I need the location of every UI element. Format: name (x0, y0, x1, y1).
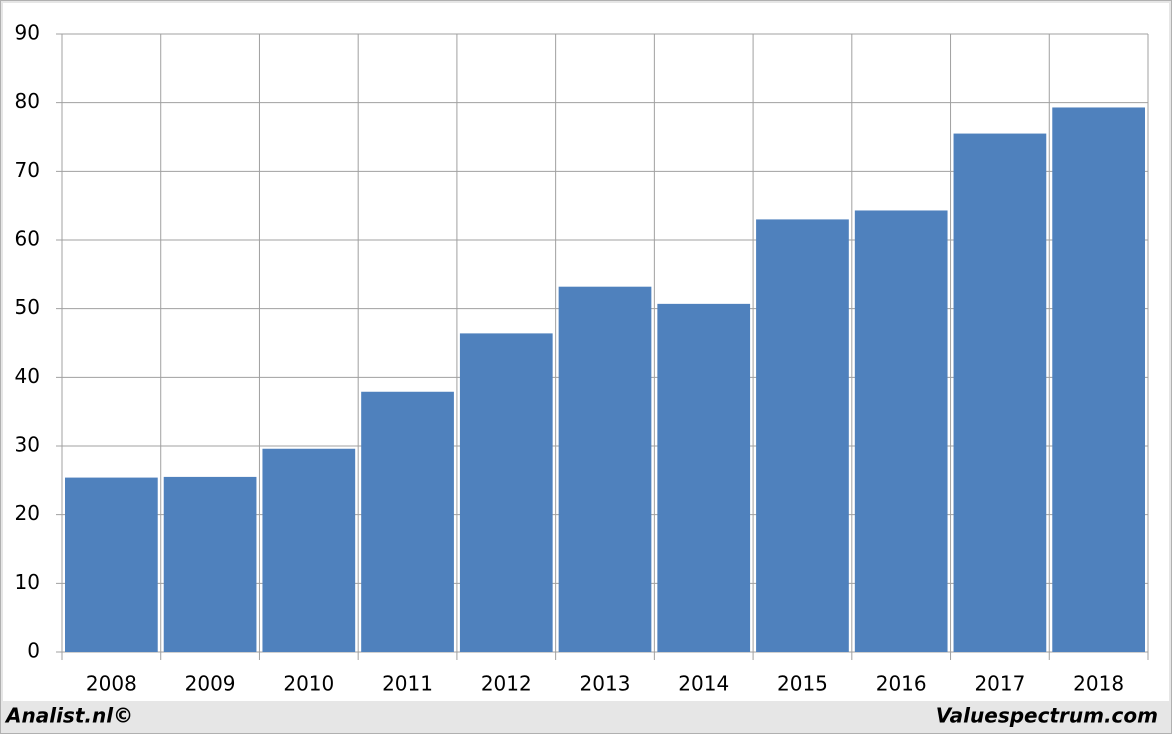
bar (262, 448, 356, 652)
y-tick-label: 0 (27, 639, 40, 663)
y-tick-label: 30 (15, 433, 40, 457)
bar (756, 219, 849, 652)
y-tick-label: 90 (15, 21, 40, 45)
y-tick-label: 80 (15, 89, 40, 113)
x-tick-label: 2012 (481, 672, 532, 696)
x-tick-label: 2010 (283, 672, 334, 696)
bar (163, 476, 257, 652)
x-tick-label: 2013 (580, 672, 631, 696)
y-tick-label: 40 (15, 364, 40, 388)
source-right: Valuespectrum.com (936, 704, 1158, 728)
source-left: Analist.nl© (4, 704, 133, 728)
x-tick-label: 2011 (382, 672, 433, 696)
y-tick-label: 70 (15, 158, 40, 182)
y-tick-label: 20 (15, 501, 40, 525)
x-tick-label: 2008 (86, 672, 137, 696)
bar (361, 391, 454, 652)
y-tick-label: 10 (15, 570, 40, 594)
x-tick-label: 2018 (1073, 672, 1124, 696)
bar (65, 477, 158, 652)
bar (953, 133, 1047, 653)
y-tick-label: 60 (15, 227, 40, 251)
y-tick-label: 50 (15, 295, 40, 319)
bar (657, 303, 751, 652)
bar (459, 333, 553, 652)
bar (558, 286, 652, 652)
bar (854, 210, 948, 652)
x-tick-label: 2015 (777, 672, 828, 696)
x-tick-label: 2016 (876, 672, 927, 696)
x-tick-label: 2014 (678, 672, 729, 696)
x-tick-label: 2017 (974, 672, 1025, 696)
x-tick-label: 2009 (185, 672, 236, 696)
bar (1052, 107, 1145, 653)
